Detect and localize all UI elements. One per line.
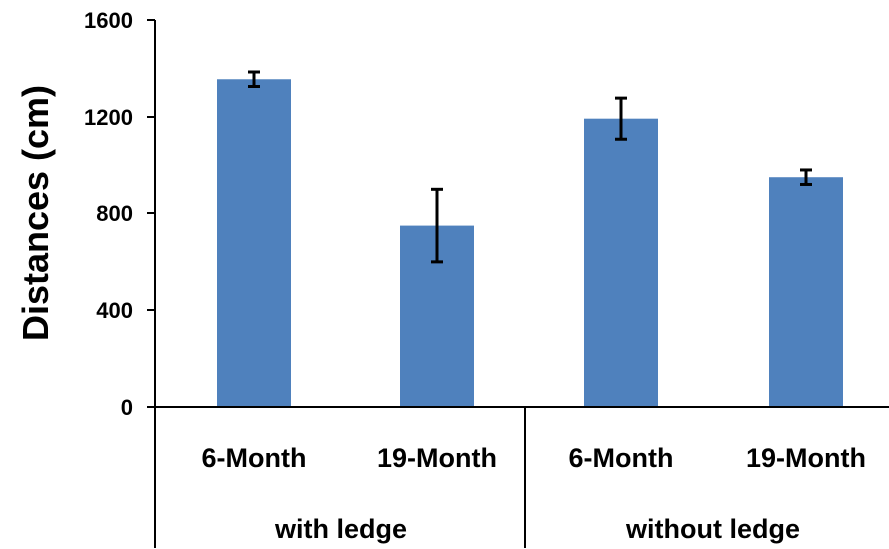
- error-bars: [248, 70, 812, 264]
- group-label-without-ledge: without ledge: [625, 514, 800, 544]
- error-bar-without-ledge-6-month: [615, 96, 627, 141]
- y-tick-label-1600: 1600: [84, 8, 133, 33]
- bar-without-ledge-19-month: [769, 177, 843, 407]
- error-bar-with-ledge-19-month: [431, 187, 443, 264]
- category-label-with-ledge-19-month: 19-Month: [377, 443, 497, 473]
- axes: [147, 19, 889, 548]
- y-tick-label-1200: 1200: [84, 105, 133, 130]
- bar-with-ledge-6-month: [217, 79, 291, 408]
- group-label-with-ledge: with ledge: [274, 514, 407, 544]
- bars: [217, 79, 843, 408]
- error-bar-without-ledge-19-month: [800, 168, 812, 186]
- y-tick-labels: 0 400 800 1200 1600: [84, 8, 133, 420]
- y-axis-label: Distances (cm): [15, 85, 56, 341]
- category-label-with-ledge-6-month: 6-Month: [202, 443, 307, 473]
- y-tick-label-0: 0: [121, 395, 133, 420]
- bar-without-ledge-6-month: [584, 118, 658, 407]
- group-labels: with ledge without ledge: [274, 514, 800, 544]
- category-labels: 6-Month 19-Month 6-Month 19-Month: [202, 443, 866, 473]
- y-tick-label-400: 400: [96, 298, 133, 323]
- y-tick-label-800: 800: [96, 201, 133, 226]
- category-label-without-ledge-19-month: 19-Month: [746, 443, 866, 473]
- error-bar-with-ledge-6-month: [248, 70, 260, 89]
- category-label-without-ledge-6-month: 6-Month: [569, 443, 674, 473]
